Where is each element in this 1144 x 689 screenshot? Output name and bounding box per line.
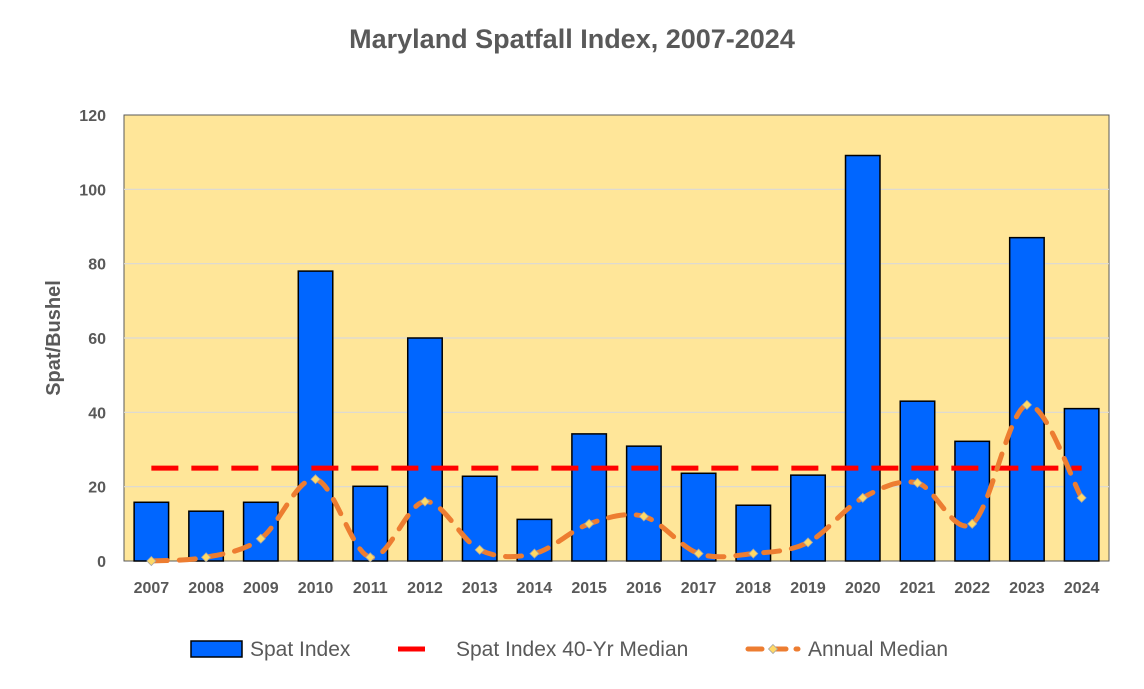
legend-label-40yr-median: Spat Index 40-Yr Median (456, 638, 688, 661)
bar (406, 337, 443, 562)
x-tick-label: 2016 (626, 580, 662, 597)
annual-median-marker (146, 555, 157, 567)
bar (1063, 407, 1100, 562)
annual-median-marker (419, 496, 431, 507)
y-tick-label: 20 (88, 480, 106, 497)
y-axis-ticks: 0 20 40 60 80 100 120 (79, 108, 106, 571)
x-tick-label: 2017 (681, 580, 717, 597)
chart-title: Maryland Spatfall Index, 2007-2024 (349, 24, 795, 54)
x-tick-label: 2019 (790, 580, 826, 597)
legend-label-spat-index: Spat Index (250, 638, 351, 661)
line-series (146, 399, 1087, 567)
annual-median-marker (693, 548, 704, 559)
legend-swatch-spat-index (190, 640, 243, 658)
y-tick-label: 100 (79, 182, 106, 199)
bar (242, 501, 279, 562)
x-tick-label: 2012 (407, 580, 443, 597)
y-tick-label: 60 (88, 331, 106, 348)
annual-median-marker (529, 548, 540, 559)
annual-median-marker (912, 477, 923, 489)
annual-median-marker (802, 537, 814, 548)
legend: Spat Index Spat Index 40-Yr Median Annual … (190, 638, 948, 661)
annual-median-marker (638, 511, 649, 522)
annual-median-marker (255, 533, 266, 544)
x-tick-label: 2007 (134, 580, 170, 597)
y-tick-label: 80 (88, 257, 106, 274)
x-tick-label: 2021 (900, 580, 936, 597)
annual-median-marker (1021, 399, 1032, 410)
annual-median-marker (748, 548, 759, 559)
x-tick-label: 2024 (1064, 580, 1100, 597)
bar (297, 270, 334, 562)
x-tick-label: 2011 (353, 580, 388, 597)
bar (133, 501, 170, 562)
annual-median-marker (584, 518, 595, 529)
y-tick-label: 40 (88, 405, 106, 422)
annual-median-marker (967, 518, 978, 529)
x-tick-label: 2022 (954, 580, 990, 597)
annual-median-marker (201, 552, 212, 563)
x-tick-label: 2014 (517, 580, 553, 597)
x-tick-label: 2023 (1009, 580, 1045, 597)
x-tick-label: 2018 (736, 580, 772, 597)
bar-series-spat-index (133, 154, 1100, 562)
bar (571, 433, 608, 562)
bar (1008, 236, 1045, 562)
annual-median-marker (857, 492, 868, 503)
legend-marker-annual-median (767, 643, 779, 655)
annual-median-marker (310, 474, 321, 485)
annual-median-marker (474, 544, 485, 555)
x-tick-label: 2009 (243, 580, 279, 597)
x-tick-label: 2020 (845, 580, 881, 597)
y-axis-label: Spat/Bushel (43, 280, 65, 396)
x-axis-ticks: 2007 2008 2009 2010 2011 2012 2013 2014 2015 2016… (134, 580, 1100, 597)
x-tick-label: 2008 (188, 580, 224, 597)
x-tick-label: 2013 (462, 580, 498, 597)
bar (954, 440, 991, 562)
y-tick-label: 120 (79, 108, 106, 125)
gridlines (124, 188, 1109, 488)
x-tick-label: 2015 (571, 580, 607, 597)
bar (625, 445, 662, 562)
x-tick-label: 2010 (298, 580, 334, 597)
legend-label-annual-median: Annual Median (808, 638, 948, 661)
annual-median-marker (365, 552, 376, 563)
annual-median-marker (1076, 492, 1087, 503)
y-tick-label: 0 (97, 554, 106, 571)
